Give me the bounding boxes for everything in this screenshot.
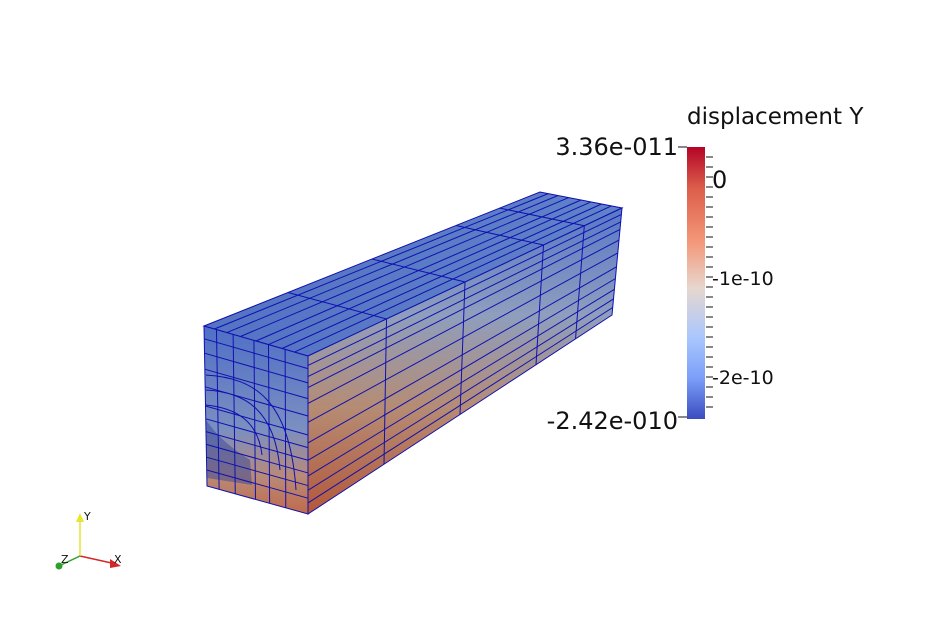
- beam-side-face: [307, 207, 623, 515]
- mesh-line: [206, 456, 309, 487]
- mesh-line: [204, 368, 309, 400]
- mesh-line: [226, 195, 559, 334]
- colorbar-tick-2: -2e-10: [712, 367, 774, 389]
- mesh-arc: [205, 374, 297, 491]
- mesh-grid-lines: [204, 193, 622, 508]
- mesh-line: [205, 418, 309, 449]
- z-axis-head: [55, 562, 63, 570]
- mesh-line: [281, 203, 602, 349]
- mesh-line: [204, 338, 309, 370]
- mesh-line: [459, 281, 466, 415]
- mesh-line: [240, 197, 569, 337]
- y-axis-label: Y: [84, 510, 91, 523]
- colorbar-tick-0: 0: [712, 166, 728, 194]
- colorbar[interactable]: [687, 147, 705, 419]
- mesh-line: [255, 199, 582, 342]
- mesh-line: [204, 352, 309, 384]
- z-axis-label: Z: [61, 553, 69, 566]
- mesh-arc: [205, 404, 263, 456]
- mesh-line: [268, 201, 592, 346]
- mesh-line: [205, 405, 309, 436]
- mesh-line: [575, 225, 585, 339]
- mesh-line: [383, 318, 387, 465]
- colorbar-min-label: -2.42e-010: [546, 407, 678, 435]
- colorbar-tick-1: -1e-10: [712, 268, 774, 290]
- x-axis-label: X: [114, 553, 122, 566]
- colorbar-title: displacement Y: [687, 104, 864, 130]
- y-axis-arrow: [76, 513, 84, 522]
- colorbar-max-label: 3.36e-011: [555, 133, 678, 161]
- colorbar-ticks: [678, 146, 713, 418]
- orientation-axes: [55, 513, 121, 570]
- mesh-line: [205, 431, 309, 461]
- x-axis-arrow: [110, 559, 121, 568]
- z-axis-line: [60, 555, 81, 566]
- front-face-shadow: [206, 420, 252, 485]
- mesh-line: [206, 469, 309, 499]
- mesh-line: [535, 244, 544, 365]
- mesh-arc: [205, 389, 281, 471]
- mesh-line: [294, 205, 612, 353]
- mesh-line: [214, 193, 549, 330]
- mesh-line: [206, 443, 309, 474]
